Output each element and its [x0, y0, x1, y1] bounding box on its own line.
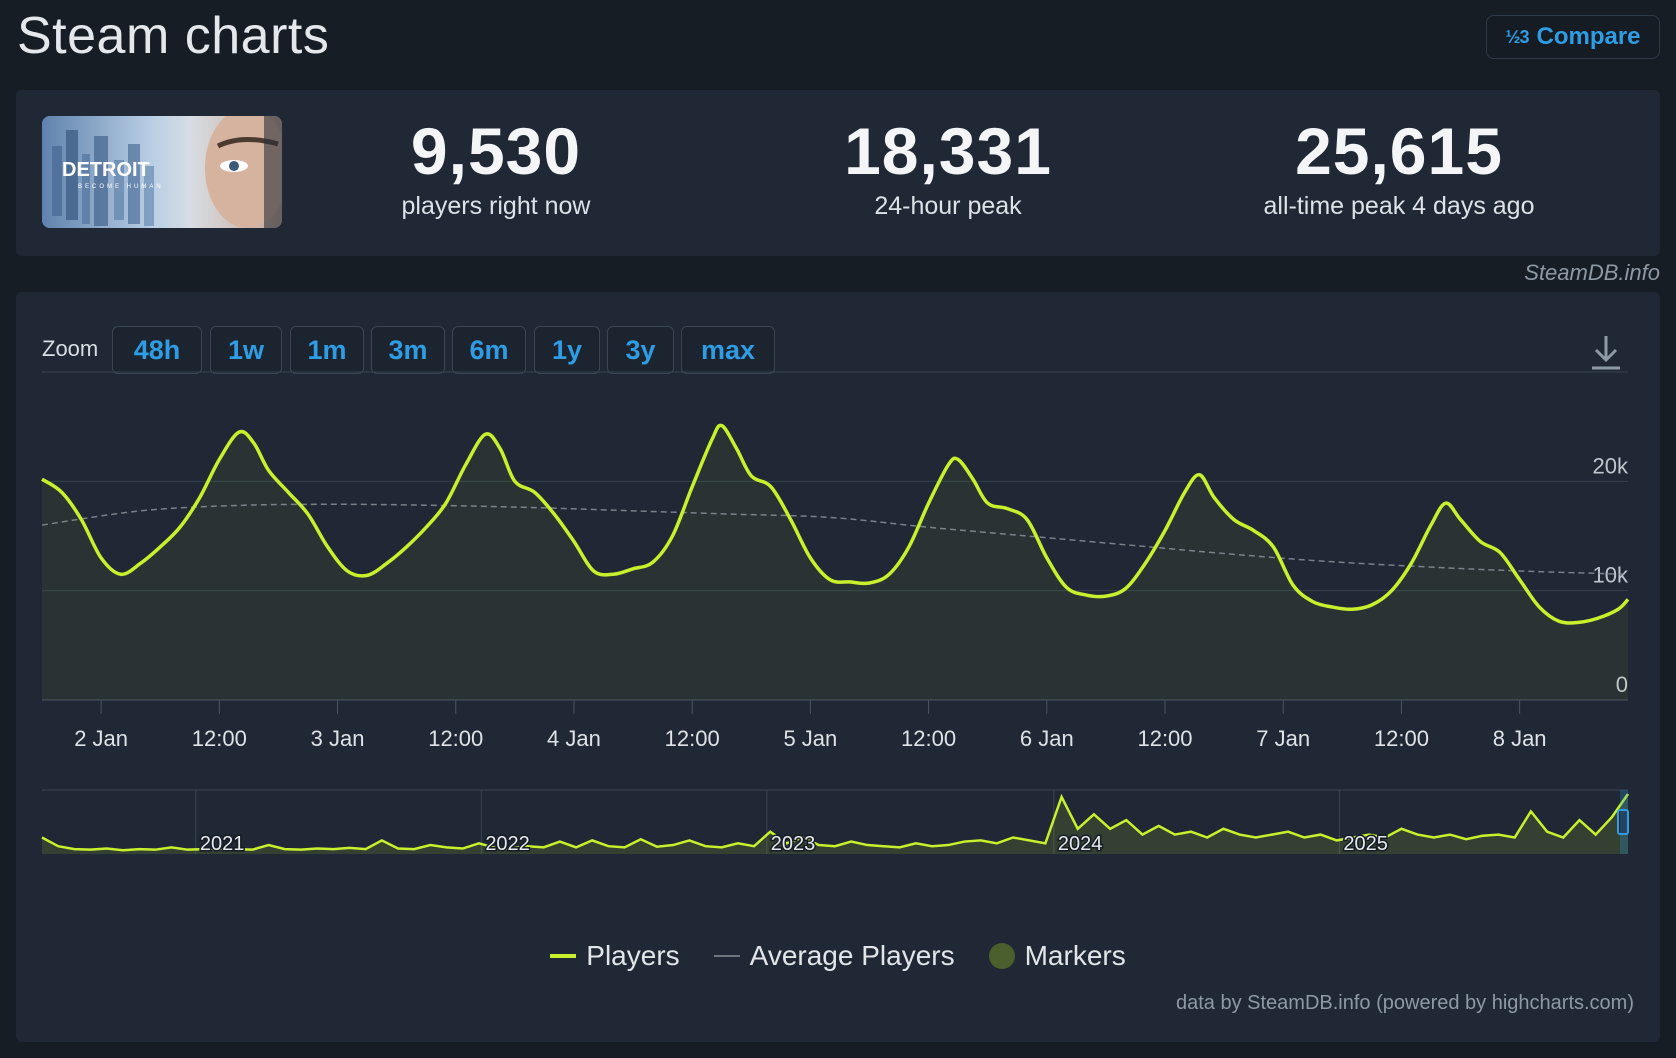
- zoom-3m-button[interactable]: 3m: [371, 326, 445, 374]
- legend-markers[interactable]: Markers: [988, 940, 1126, 972]
- chart-panel: Zoom 48h 1w 1m 3m 6m 1y 3y max 0 10k 20k 2 …: [16, 292, 1660, 1042]
- game-art-image: DETROIT BECOME HUMAN: [42, 116, 282, 228]
- stats-panel: DETROIT BECOME HUMAN 9,530 players right…: [16, 90, 1660, 256]
- zoom-1w-button[interactable]: 1w: [210, 326, 282, 374]
- all-time-peak-value: 25,615: [1295, 114, 1503, 188]
- navigator-year-label: 2025: [1343, 833, 1388, 855]
- zoom-label: Zoom: [42, 336, 99, 361]
- chart-legend: Players Average Players Markers: [16, 940, 1660, 972]
- all-time-peak-label: all-time peak 4 days ago: [1263, 192, 1535, 220]
- players-chart[interactable]: 0 10k 20k 2 Jan 12:00 3 Jan 12:00 4 Jan 12:00 5 J…: [16, 292, 1660, 1042]
- players-now-value: 9,530: [410, 114, 582, 188]
- peak-24h-label: 24-hour peak: [874, 192, 1022, 220]
- page-title: Steam charts: [17, 7, 330, 65]
- average-swatch: [713, 955, 740, 957]
- legend-markers-label: Markers: [1024, 940, 1126, 971]
- navigator-line: [41, 793, 1630, 852]
- players-swatch: [550, 954, 577, 958]
- zoom-3y-button[interactable]: 3y: [607, 326, 674, 374]
- navigator-selection: [1620, 790, 1628, 854]
- y-tick-label: 10k: [1593, 563, 1629, 588]
- players-area: [42, 425, 1628, 700]
- players-line: [41, 423, 1630, 625]
- x-tick-label: 4 Jan: [547, 726, 601, 751]
- zoom-max-button[interactable]: max: [681, 326, 775, 374]
- players-now-label: players right now: [401, 192, 591, 220]
- y-tick-label: 0: [1616, 672, 1628, 697]
- x-tick-label: 7 Jan: [1256, 726, 1310, 751]
- peak-24h-value: 18,331: [844, 114, 1052, 188]
- x-tick-label: 2 Jan: [74, 726, 128, 751]
- legend-average-label: Average Players: [749, 940, 955, 971]
- navigator-year-label: 2023: [771, 833, 816, 855]
- x-tick-label: 12:00: [1137, 726, 1192, 751]
- x-tick-label: 3 Jan: [311, 726, 365, 751]
- game-logo-text: DETROIT: [62, 159, 150, 181]
- navigator-year-label: 2022: [485, 833, 530, 855]
- steamdb-credit[interactable]: SteamDB.info: [1524, 260, 1660, 285]
- x-tick-label: 12:00: [428, 726, 483, 751]
- game-logo-subtext: BECOME HUMAN: [78, 184, 164, 190]
- navigator-year-label: 2024: [1058, 833, 1103, 855]
- y-tick-label: 20k: [1593, 453, 1629, 478]
- zoom-1m-button[interactable]: 1m: [290, 326, 364, 374]
- fraction-compare-icon: ½3: [1505, 27, 1529, 47]
- x-tick-label: 8 Jan: [1493, 726, 1547, 751]
- legend-players-label: Players: [586, 940, 680, 971]
- highcharts-credit[interactable]: data by SteamDB.info (powered by highcha…: [1176, 992, 1634, 1014]
- x-tick-label: 12:00: [192, 726, 247, 751]
- legend-average-players[interactable]: Average Players: [713, 940, 955, 972]
- zoom-6m-button[interactable]: 6m: [452, 326, 526, 374]
- x-tick-label: 12:00: [901, 726, 956, 751]
- markers-swatch: [988, 943, 1015, 969]
- navigator-area: [42, 794, 1628, 854]
- compare-button[interactable]: ½3 Compare: [1486, 15, 1660, 59]
- x-tick-label: 5 Jan: [783, 726, 837, 751]
- x-tick-label: 12:00: [665, 726, 720, 751]
- stat-all-time-peak: 25,615 all-time peak 4 days ago: [1209, 118, 1589, 221]
- navigator-year-label: 2021: [200, 833, 245, 855]
- stat-players-now: 9,530 players right now: [306, 118, 686, 221]
- x-tick-label: 12:00: [1374, 726, 1429, 751]
- zoom-48h-button[interactable]: 48h: [112, 326, 202, 374]
- average-players-line: [41, 503, 1629, 576]
- game-thumbnail[interactable]: DETROIT BECOME HUMAN: [42, 116, 282, 228]
- legend-players[interactable]: Players: [550, 940, 680, 972]
- download-icon[interactable]: [1588, 332, 1624, 372]
- stat-24h-peak: 18,331 24-hour peak: [758, 118, 1138, 221]
- zoom-1y-button[interactable]: 1y: [534, 326, 600, 374]
- navigator-handle[interactable]: [1617, 809, 1629, 835]
- x-tick-label: 6 Jan: [1020, 726, 1074, 751]
- compare-label: Compare: [1536, 23, 1641, 50]
